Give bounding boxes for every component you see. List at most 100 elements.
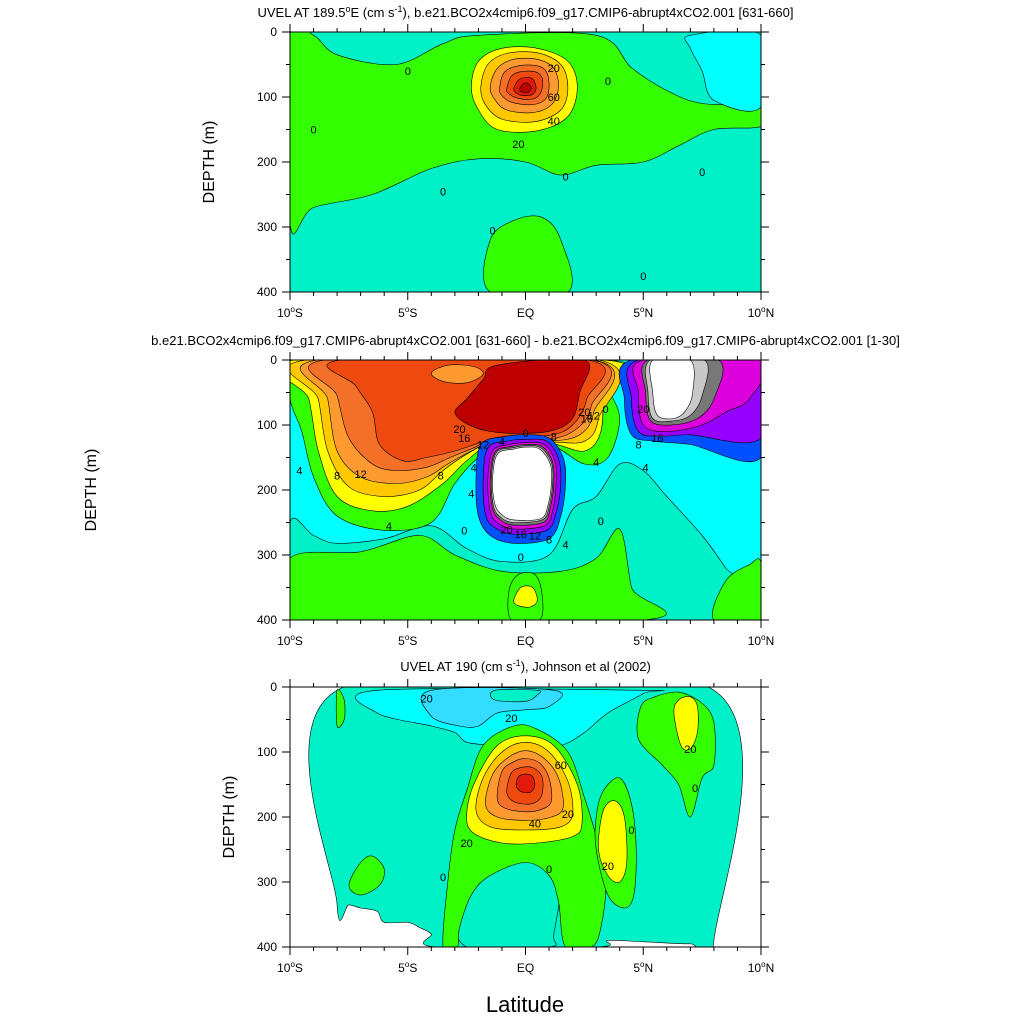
y-tick-label: 0 (270, 353, 277, 367)
contour-label: 0 (628, 825, 634, 837)
contour-label: 20 (501, 525, 513, 537)
x-tick-label: 5oS (398, 305, 417, 320)
degree-sign: o (290, 305, 295, 314)
y-tick-label: 400 (257, 285, 277, 299)
y-tick-label: 0 (270, 25, 277, 39)
x-tick-label: 5oS (398, 633, 417, 648)
y-axis-label: DEPTH (m) (83, 449, 100, 532)
x-tick-hemisphere: S (409, 961, 417, 975)
contour-label: 8 (334, 471, 340, 483)
degree-sign: o (405, 305, 410, 314)
contour-label: 20 (505, 713, 517, 725)
x-tick-label: 5oN (633, 633, 653, 648)
y-tick-label: 100 (257, 90, 277, 104)
contour-band-17 (515, 773, 536, 794)
contour-label: 4 (468, 488, 474, 500)
contour-band-9 (519, 82, 532, 94)
contour-field: 0 0 0 0 0 0 0 0 20 20 40 60 (290, 32, 761, 292)
contour-label: 0 (440, 872, 446, 884)
contour-label: 16 (651, 433, 663, 445)
panel-bottom-observations: UVEL AT 190 (cm s-1), Johnson et al (200… (221, 658, 774, 975)
x-tick-label: 10oS (277, 633, 303, 648)
title-text: ), Johnson et al (2002) (521, 659, 651, 674)
panel-title: UVEL AT 190 (cm s-1), Johnson et al (200… (400, 658, 651, 674)
contour-band-24 (492, 446, 553, 521)
contour-band-2 (712, 558, 761, 620)
contour-label: 0 (546, 864, 552, 876)
contour-band-0 (290, 32, 761, 235)
contour-label: 20 (684, 744, 696, 756)
x-tick-value: 5 (398, 306, 405, 320)
y-tick-label: 100 (257, 418, 277, 432)
contour-label: 12 (355, 469, 367, 481)
panel-top-model-uvel: UVEL AT 189.5oE (cm s-1), b.e21.BCO2x4cm… (201, 4, 793, 320)
x-tick-label: 10oS (277, 305, 303, 320)
x-tick-hemisphere: S (295, 306, 303, 320)
contour-label: 4 (643, 462, 649, 474)
contour-label: 4 (296, 466, 302, 478)
contour-label: 20 (453, 424, 465, 436)
contour-label: 20 (512, 139, 524, 151)
x-tick-label: 5oN (633, 960, 653, 975)
y-tick-label: 200 (257, 483, 277, 497)
x-tick-label: EQ (517, 306, 534, 320)
y-axis-label: DEPTH (m) (201, 121, 218, 204)
x-axis-label: Latitude (486, 992, 564, 1017)
x-tick-value: 5 (398, 961, 405, 975)
contour-band-12 (513, 585, 538, 608)
contour-label: 12 (588, 410, 600, 422)
title-superscript: -1 (513, 658, 521, 668)
x-tick-hemisphere: N (766, 306, 775, 320)
x-tick-hemisphere: N (644, 306, 653, 320)
title-superscript: o (345, 4, 350, 14)
contour-label: 60 (555, 760, 567, 772)
x-tick-hemisphere: N (766, 634, 775, 648)
contour-label: 20 (578, 407, 590, 419)
x-tick-hemisphere: S (295, 961, 303, 975)
title-text: UVEL AT 189.5 (258, 5, 346, 20)
contour-label: 0 (699, 167, 705, 179)
x-tick-value: 5 (633, 306, 640, 320)
contour-band-4 (335, 688, 346, 728)
contour-label: 8 (551, 432, 557, 444)
y-tick-label: 200 (257, 810, 277, 824)
contour-band-10 (454, 360, 591, 434)
contour-label: 40 (548, 116, 560, 128)
x-tick-value: EQ (517, 306, 534, 320)
contour-band-18 (649, 360, 695, 420)
contour-label: 20 (461, 838, 473, 850)
degree-sign: o (405, 633, 410, 642)
contour-label: 20 (562, 809, 574, 821)
title-superscript: -1 (395, 4, 403, 14)
contour-label: 0 (562, 171, 568, 183)
contour-band-2 (483, 215, 573, 292)
x-tick-hemisphere: N (644, 961, 653, 975)
y-tick-label: 300 (257, 875, 277, 889)
y-tick-label: 100 (257, 745, 277, 759)
contour-label: 0 (692, 783, 698, 795)
contour-label: 0 (640, 271, 646, 283)
x-tick-value: 5 (633, 634, 640, 648)
contour-label: 12 (529, 531, 541, 543)
contour-label: 40 (529, 819, 541, 831)
contour-label: 8 (635, 440, 641, 452)
contour-label: 8 (546, 534, 552, 546)
degree-sign: o (761, 633, 766, 642)
panel-title: b.e21.BCO2x4cmip6.f09_g17.CMIP6-abrupt4x… (151, 333, 900, 348)
contour-label: 8 (438, 471, 444, 483)
x-tick-value: 10 (277, 634, 291, 648)
y-axis-label: DEPTH (m) (221, 776, 238, 859)
contour-band-1 (290, 528, 667, 620)
contour-label: 12 (477, 440, 489, 452)
y-tick-label: 400 (257, 940, 277, 954)
title-text: UVEL AT 190 (cm s (400, 659, 513, 674)
contour-label: 60 (548, 92, 560, 104)
y-tick-label: 0 (270, 680, 277, 694)
contour-label: 0 (598, 516, 604, 528)
x-tick-label: 10oN (748, 960, 774, 975)
contour-label: 4 (593, 457, 599, 469)
